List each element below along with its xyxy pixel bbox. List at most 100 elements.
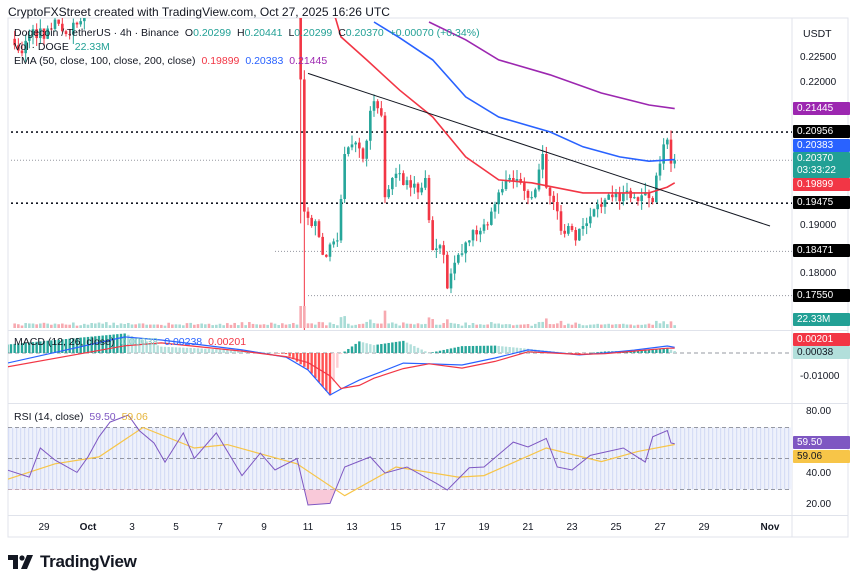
candle	[427, 174, 431, 224]
macd-histogram-bar	[325, 353, 328, 391]
candle-body	[541, 154, 544, 170]
volume-bar	[347, 323, 350, 328]
macd-histogram-bar	[237, 350, 240, 353]
candle	[310, 214, 313, 228]
volume-bar	[431, 319, 434, 328]
candle-body	[552, 195, 555, 202]
volume-bar	[603, 324, 607, 328]
low-value: 0.20299	[294, 27, 333, 39]
volume-bar	[530, 325, 533, 328]
volume-bar	[585, 325, 588, 328]
macd-label[interactable]: MACD (12, 26, close)	[14, 336, 115, 348]
candle-body	[303, 79, 306, 212]
macd-histogram-bar	[651, 349, 654, 353]
candle	[42, 28, 46, 47]
chart-attribution: CryptoFXStreet created with TradingView.…	[8, 5, 390, 19]
macd-histogram-bar	[347, 348, 350, 353]
macd-histogram-bar	[398, 341, 401, 353]
candle-body	[625, 190, 629, 193]
volume-label[interactable]: Vol · DOGE	[14, 41, 69, 53]
macd-histogram-bar	[449, 348, 453, 353]
symbol-name[interactable]: Dogecoin / TetherUS · 4h · Binance	[14, 27, 179, 39]
volume-bar	[625, 324, 629, 328]
candle-body	[592, 209, 596, 217]
rsi-label[interactable]: RSI (14, close)	[14, 411, 84, 423]
macd-histogram-bar	[666, 348, 669, 353]
candle	[336, 232, 339, 247]
volume-bar	[39, 323, 42, 328]
macd-histogram-bar	[9, 344, 13, 353]
candle	[629, 187, 632, 203]
macd-histogram-bar	[182, 347, 185, 353]
volume-bar	[295, 324, 299, 328]
volume-bar	[372, 323, 376, 328]
candle	[618, 186, 621, 210]
candle-body	[629, 190, 632, 199]
macd-signal-value: 0.00201	[208, 336, 247, 348]
candle-body	[387, 189, 390, 198]
candle	[479, 227, 482, 243]
macd-histogram-bar	[303, 353, 306, 367]
low-label: L	[288, 27, 295, 39]
candle	[482, 218, 486, 234]
volume-bar	[350, 325, 354, 328]
volume-bar	[204, 324, 207, 328]
candle-body	[420, 187, 423, 193]
ema-label[interactable]: EMA (50, close, 100, close, 200, close)	[14, 55, 196, 67]
volume-bar	[314, 324, 317, 328]
volume-bar	[622, 323, 625, 328]
candle-body	[559, 211, 563, 231]
candle	[457, 253, 460, 265]
volume-bar	[534, 323, 537, 328]
candle-body	[578, 228, 581, 241]
volume-bar	[545, 318, 548, 328]
volume-bar	[490, 322, 493, 328]
candle	[515, 170, 519, 188]
macd-histogram-bar	[262, 352, 266, 353]
price-tick: 0.18000	[800, 268, 837, 279]
candle-body	[64, 31, 68, 34]
volume-bar	[449, 322, 453, 328]
ema100-value: 0.20383	[245, 55, 284, 67]
macd-histogram-bar	[427, 353, 431, 354]
volume-bar	[581, 325, 585, 328]
macd-histogram-bar	[647, 349, 651, 353]
macd-histogram-bar	[112, 334, 115, 353]
volume-bar	[189, 322, 192, 328]
macd-histogram-bar	[420, 349, 423, 353]
currency-label[interactable]: USDT	[803, 28, 832, 40]
macd-histogram-bar	[72, 338, 75, 353]
macd-pane[interactable]	[6, 333, 792, 396]
candle-body	[68, 34, 71, 35]
macd-histogram-bar	[596, 352, 599, 353]
candle-body	[431, 220, 434, 250]
tradingview-logo[interactable]: TradingView	[8, 552, 137, 572]
candle-body	[662, 144, 665, 164]
macd-histogram-bar	[185, 347, 189, 353]
macd-histogram-bar	[669, 349, 673, 353]
candle-body	[673, 160, 676, 164]
macd-histogram-bar	[380, 344, 383, 353]
rsi-pane[interactable]	[7, 414, 792, 506]
macd-histogram-bar	[317, 353, 321, 383]
price-pane[interactable]	[11, 0, 792, 356]
volume-bar	[145, 324, 148, 328]
volume-bar	[380, 323, 383, 328]
volume-bar	[90, 323, 93, 328]
ema200-value: 0.21445	[289, 55, 328, 67]
candle	[468, 240, 471, 247]
candle	[552, 191, 555, 211]
macd-histogram-bar	[53, 340, 57, 353]
volume-bar	[548, 324, 552, 328]
ema-legend: EMA (50, close, 100, close, 200, close) …	[14, 55, 330, 67]
candle	[50, 22, 53, 31]
volume-bar	[567, 323, 570, 328]
candle-body	[328, 244, 332, 257]
volume-bar	[669, 321, 673, 328]
candle	[354, 141, 357, 153]
date-tick: 21	[522, 522, 534, 533]
candle	[493, 201, 497, 219]
candle-body	[383, 115, 387, 198]
volume-bar	[504, 324, 508, 328]
